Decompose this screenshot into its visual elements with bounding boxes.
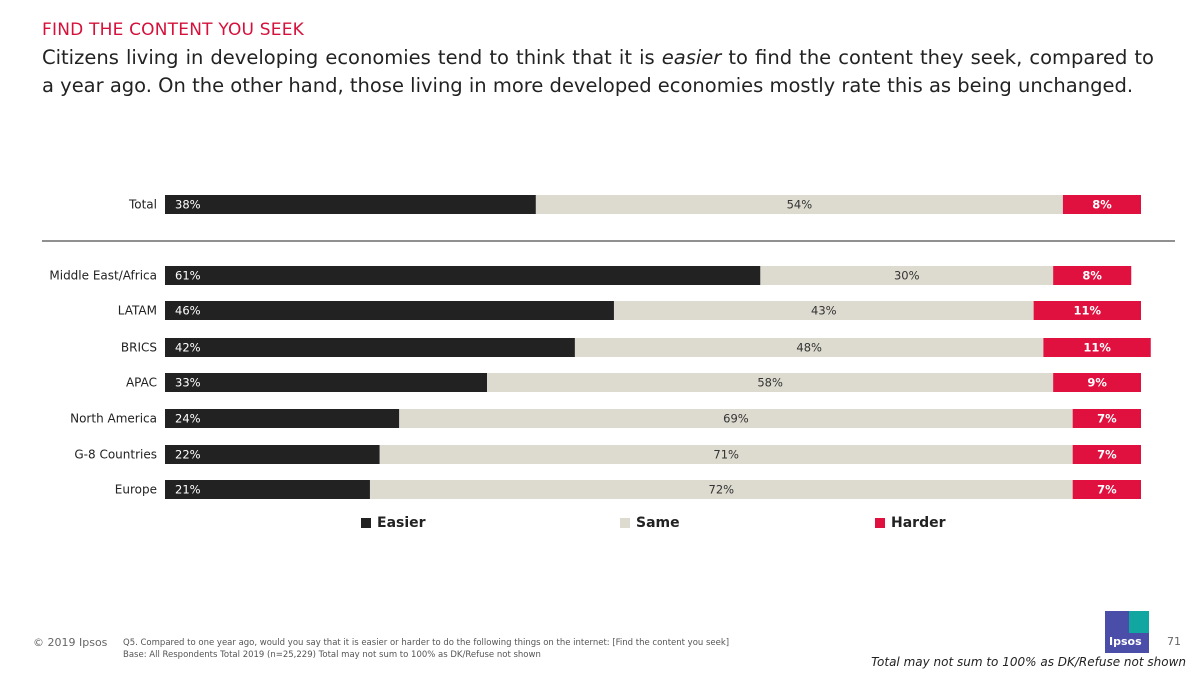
value-label-easier-latam: 46% — [175, 304, 201, 318]
value-label-harder-total: 8% — [1092, 198, 1112, 212]
category-label-apac: APAC — [126, 376, 157, 390]
bar-harder-apac — [1053, 373, 1141, 392]
value-label-harder-north-america: 7% — [1097, 412, 1117, 426]
category-label-middle-east-africa: Middle East/Africa — [49, 269, 157, 283]
bar-harder-europe — [1072, 480, 1141, 499]
value-label-harder-apac: 9% — [1087, 376, 1107, 390]
section-title: FIND THE CONTENT YOU SEEK — [42, 20, 305, 40]
bar-harder-g-8-countries — [1072, 445, 1141, 464]
value-label-easier-middle-east-africa: 61% — [175, 269, 201, 283]
bar-easier-total — [165, 195, 536, 214]
bar-harder-latam — [1033, 301, 1141, 320]
bar-same-brics — [574, 338, 1044, 357]
value-label-same-g-8-countries: 71% — [713, 448, 739, 462]
bar-same-total — [535, 195, 1063, 214]
legend-label-easier: Easier — [377, 515, 426, 531]
legend-label-same: Same — [636, 515, 680, 531]
value-label-same-latam: 43% — [811, 304, 837, 318]
bottom-disclaimer: Total may not sum to 100% as DK/Refuse n… — [871, 655, 1186, 669]
bar-easier-g-8-countries — [165, 445, 380, 464]
category-label-north-america: North America — [70, 412, 157, 426]
value-label-same-middle-east-africa: 30% — [894, 269, 920, 283]
footnote-line2: Base: All Respondents Total 2019 (n=25,2… — [123, 650, 541, 660]
legend-swatch-harder — [875, 518, 885, 528]
legend-swatch-same — [620, 518, 630, 528]
value-label-same-brics: 48% — [796, 341, 822, 355]
value-label-harder-g-8-countries: 7% — [1097, 448, 1117, 462]
category-label-europe: Europe — [115, 483, 157, 497]
bar-harder-brics — [1043, 338, 1151, 357]
bar-same-latam — [613, 301, 1034, 320]
stacked-bar-chart: Total 38% 54% 8% Middle East/Africa 61% 30% 8% L… — [42, 195, 1175, 499]
legend-label-harder: Harder — [891, 515, 946, 531]
bar-same-north-america — [399, 409, 1073, 428]
subtitle-part1: Citizens living in developing economies … — [42, 46, 662, 69]
value-label-easier-g-8-countries: 22% — [175, 448, 201, 462]
bar-same-apac — [487, 373, 1054, 392]
bar-easier-latam — [165, 301, 614, 320]
bar-easier-europe — [165, 480, 370, 499]
value-label-easier-brics: 42% — [175, 341, 201, 355]
value-label-easier-total: 38% — [175, 198, 201, 212]
bar-same-middle-east-africa — [760, 266, 1054, 285]
legend-swatch-easier — [361, 518, 371, 528]
category-label-total: Total — [128, 198, 157, 212]
bar-easier-brics — [165, 338, 575, 357]
category-label-brics: BRICS — [121, 341, 157, 355]
legend-item-harder: Harder — [875, 515, 946, 531]
bar-same-g-8-countries — [379, 445, 1073, 464]
value-label-harder-latam: 11% — [1074, 304, 1102, 318]
bar-harder-north-america — [1072, 409, 1141, 428]
bar-harder-middle-east-africa — [1053, 266, 1132, 285]
category-label-g-8-countries: G-8 Countries — [74, 448, 157, 462]
value-label-same-north-america: 69% — [723, 412, 749, 426]
footnote-line1: Q5. Compared to one year ago, would you … — [123, 638, 730, 648]
value-label-same-europe: 72% — [709, 483, 735, 497]
category-label-latam: LATAM — [118, 304, 157, 318]
legend-item-easier: Easier — [361, 515, 426, 531]
bar-easier-north-america — [165, 409, 400, 428]
bar-harder-total — [1062, 195, 1141, 214]
logo-teal-block — [1129, 611, 1149, 633]
ipsos-logo: Ipsos — [1105, 611, 1149, 653]
value-label-same-apac: 58% — [757, 376, 783, 390]
legend-item-same: Same — [620, 515, 680, 531]
footnote: Q5. Compared to one year ago, would you … — [123, 637, 729, 661]
bar-easier-middle-east-africa — [165, 266, 761, 285]
value-label-easier-apac: 33% — [175, 376, 201, 390]
page-number: 71 — [1167, 635, 1181, 648]
logo-text: Ipsos — [1109, 635, 1142, 648]
value-label-easier-europe: 21% — [175, 483, 201, 497]
value-label-harder-europe: 7% — [1097, 483, 1117, 497]
value-label-same-total: 54% — [787, 198, 813, 212]
bar-same-europe — [369, 480, 1073, 499]
value-label-harder-brics: 11% — [1083, 341, 1111, 355]
subtitle: Citizens living in developing economies … — [42, 44, 1154, 100]
value-label-easier-north-america: 24% — [175, 412, 201, 426]
subtitle-emphasis: easier — [661, 46, 722, 69]
value-label-harder-middle-east-africa: 8% — [1082, 269, 1102, 283]
chart-legend: Easier Same Harder — [0, 515, 1200, 535]
bar-easier-apac — [165, 373, 488, 392]
subtitle-part2: to find the content they seek, compared … — [42, 46, 1154, 97]
copyright: © 2019 Ipsos — [33, 636, 108, 649]
